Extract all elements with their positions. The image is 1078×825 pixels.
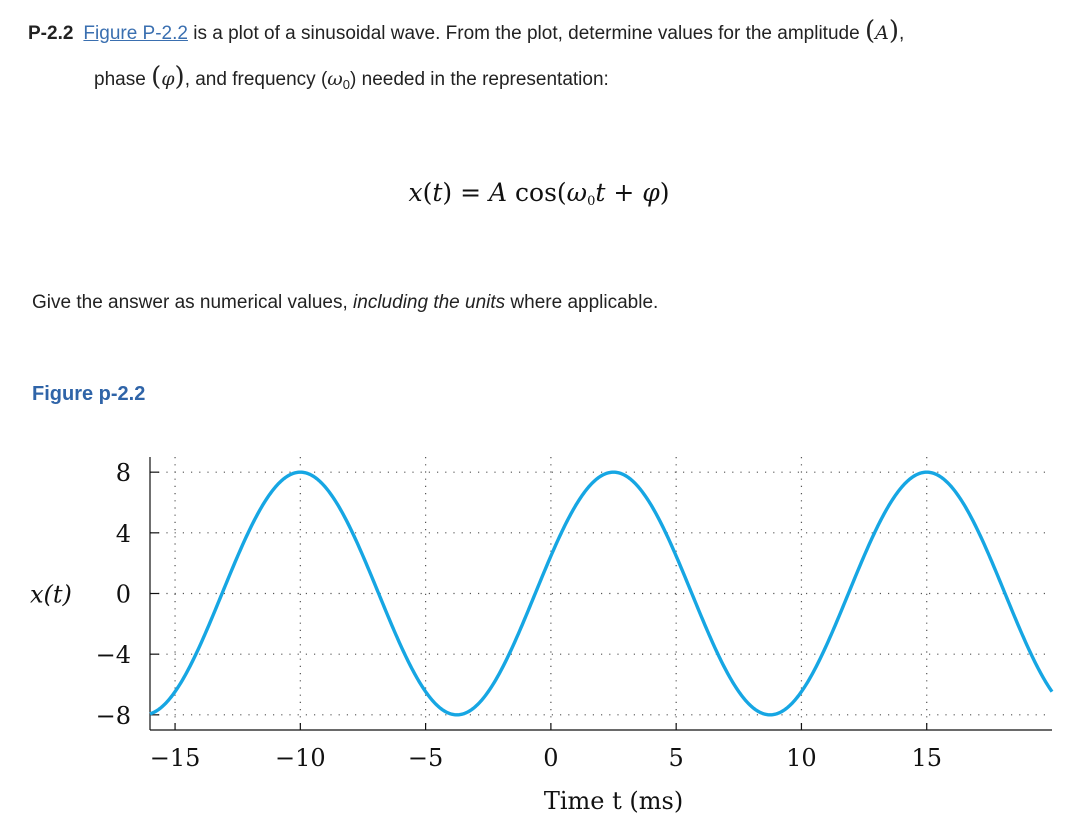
problem-text-1: is a plot of a sinusoidal wave. From the… [193, 23, 860, 44]
x-axis-label: Time t (ms) [544, 787, 683, 815]
data-series [149, 470, 1054, 717]
problem-text-2: phase [94, 69, 146, 90]
x-tick-label: 15 [911, 744, 942, 772]
representation-equation: x(t) = A cos(ω0t + φ) [408, 178, 670, 209]
problem-text-3: , and frequency [184, 69, 316, 90]
problem-line-1: P-2.2 Figure P-2.2 is a plot of a sinusoi… [28, 18, 904, 47]
x-tick-label: −10 [275, 744, 326, 772]
x-tick-label: −15 [150, 744, 201, 772]
frequency-symbol: (ω0) [320, 68, 357, 92]
y-tick-label: 4 [116, 520, 131, 548]
amplitude-symbol: (A), [864, 16, 905, 46]
y-tick-label: 8 [116, 459, 131, 487]
x-tick-label: 10 [786, 744, 817, 772]
instruction-emphasis: including the units [353, 292, 506, 313]
sinusoid-line [149, 470, 1054, 717]
axes-frame [149, 457, 1052, 731]
x-tick-label: 5 [669, 744, 684, 772]
problem-line-2: phase (φ), and frequency (ω0) needed in … [94, 64, 609, 98]
figure-title: Figure p-2.2 [32, 383, 146, 405]
x-tick-label: −5 [408, 744, 443, 772]
figure-link[interactable]: Figure P-2.2 [83, 23, 188, 44]
axis-labels: x(t) Time t (ms) −15 −10 −5 0 5 10 15 8 4 0 −4 −8 [30, 459, 942, 815]
y-axis-label: x(t) [30, 581, 72, 609]
x-tick-label: 0 [543, 744, 558, 772]
y-tick-label: 0 [116, 581, 131, 609]
problem-number: P-2.2 [28, 23, 74, 44]
grid-lines [150, 457, 1052, 730]
sinusoid-plot: x(t) Time t (ms) −15 −10 −5 0 5 10 15 8 4 0 −4 −8 [30, 457, 1054, 815]
y-tick-label: −4 [96, 641, 131, 669]
phase-symbol: (φ) [151, 62, 185, 92]
y-tick-label: −8 [96, 702, 131, 730]
instruction-text: Give the answer as numerical values, inc… [32, 292, 659, 313]
problem-text-4: needed in the representation: [361, 69, 609, 90]
